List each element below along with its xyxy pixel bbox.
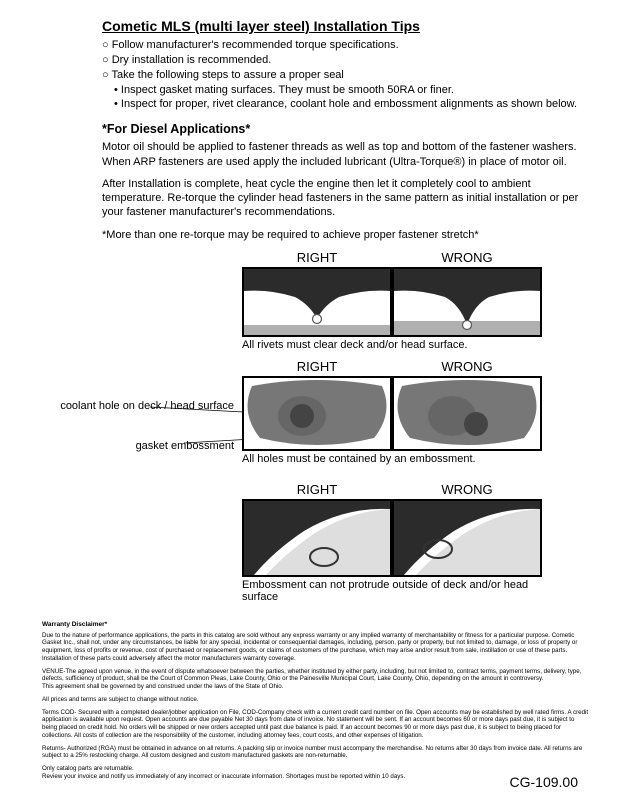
bullet-sub: • Inspect gasket mating surfaces. They m… [102,83,590,98]
row1-caption: All rivets must clear deck and/or head s… [242,339,542,351]
fine-paragraph: Returns- Authorized (RGA) must be obtain… [42,745,590,761]
row2-wrong-panel [392,376,542,451]
bullet-item: ○ Follow manufacturer's recommended torq… [102,38,590,53]
row1-wrong-panel [392,267,542,337]
paragraph: *More than one re-torque may be required… [102,228,590,242]
row2-right-panel [242,376,392,451]
paragraph: After Installation is complete, heat cyc… [102,177,590,220]
bullet-item: ○ Take the following steps to assure a p… [102,68,590,83]
header-right: RIGHT [242,250,392,265]
header-wrong: WRONG [392,482,542,497]
warranty-heading: Warranty Disclaimer* [42,621,590,629]
fine-paragraph: Due to the nature of performance applica… [42,632,590,663]
fine-paragraph: VENUE-The agreed upon venue, in the even… [42,668,590,691]
header-wrong: WRONG [392,359,542,374]
diagram-row-3: RIGHT WRONG [42,482,590,609]
doc-number: CG-109.00 [510,774,578,790]
fine-paragraph: Terms COD- Secured with a completed deal… [42,709,590,740]
bullet-text: Take the following steps to assure a pro… [112,69,344,81]
diagram-row-2: coolant hole on deck / head surface gask… [42,359,590,480]
row3-wrong-panel [392,499,542,577]
fine-paragraph: Only catalog parts are returnable. Revie… [42,765,590,781]
bullet-text: Dry installation is recommended. [112,54,272,66]
page-title: Cometic MLS (multi layer steel) Installa… [102,18,590,34]
bullet-item: ○ Dry installation is recommended. [102,53,590,68]
header-wrong: WRONG [392,250,542,265]
paragraph: Motor oil should be applied to fastener … [102,140,590,169]
row2-caption: All holes must be contained by an emboss… [242,453,542,465]
header-right: RIGHT [242,359,392,374]
row3-right-panel [242,499,392,577]
bullet-text: Follow manufacturer's recommended torque… [112,39,399,51]
bullet-text: Inspect gasket mating surfaces. They mus… [121,84,454,96]
diagram-row-1: RIGHT WRONG [42,250,590,357]
fine-paragraph: All prices and terms are subject to chan… [42,696,590,704]
embossment-label: gasket embossment [42,439,234,453]
bullet-list: ○ Follow manufacturer's recommended torq… [102,38,590,112]
row1-right-panel [242,267,392,337]
fine-print: Warranty Disclaimer* Due to the nature o… [42,621,590,781]
bullet-text: Inspect for proper, rivet clearance, coo… [121,98,577,110]
coolant-label: coolant hole on deck / head surface [42,399,234,413]
diesel-heading: *For Diesel Applications* [102,122,590,136]
diagram-area: RIGHT WRONG [42,250,590,609]
row3-caption: Embossment can not protrude outside of d… [242,579,542,603]
bullet-sub: • Inspect for proper, rivet clearance, c… [102,97,590,112]
header-right: RIGHT [242,482,392,497]
